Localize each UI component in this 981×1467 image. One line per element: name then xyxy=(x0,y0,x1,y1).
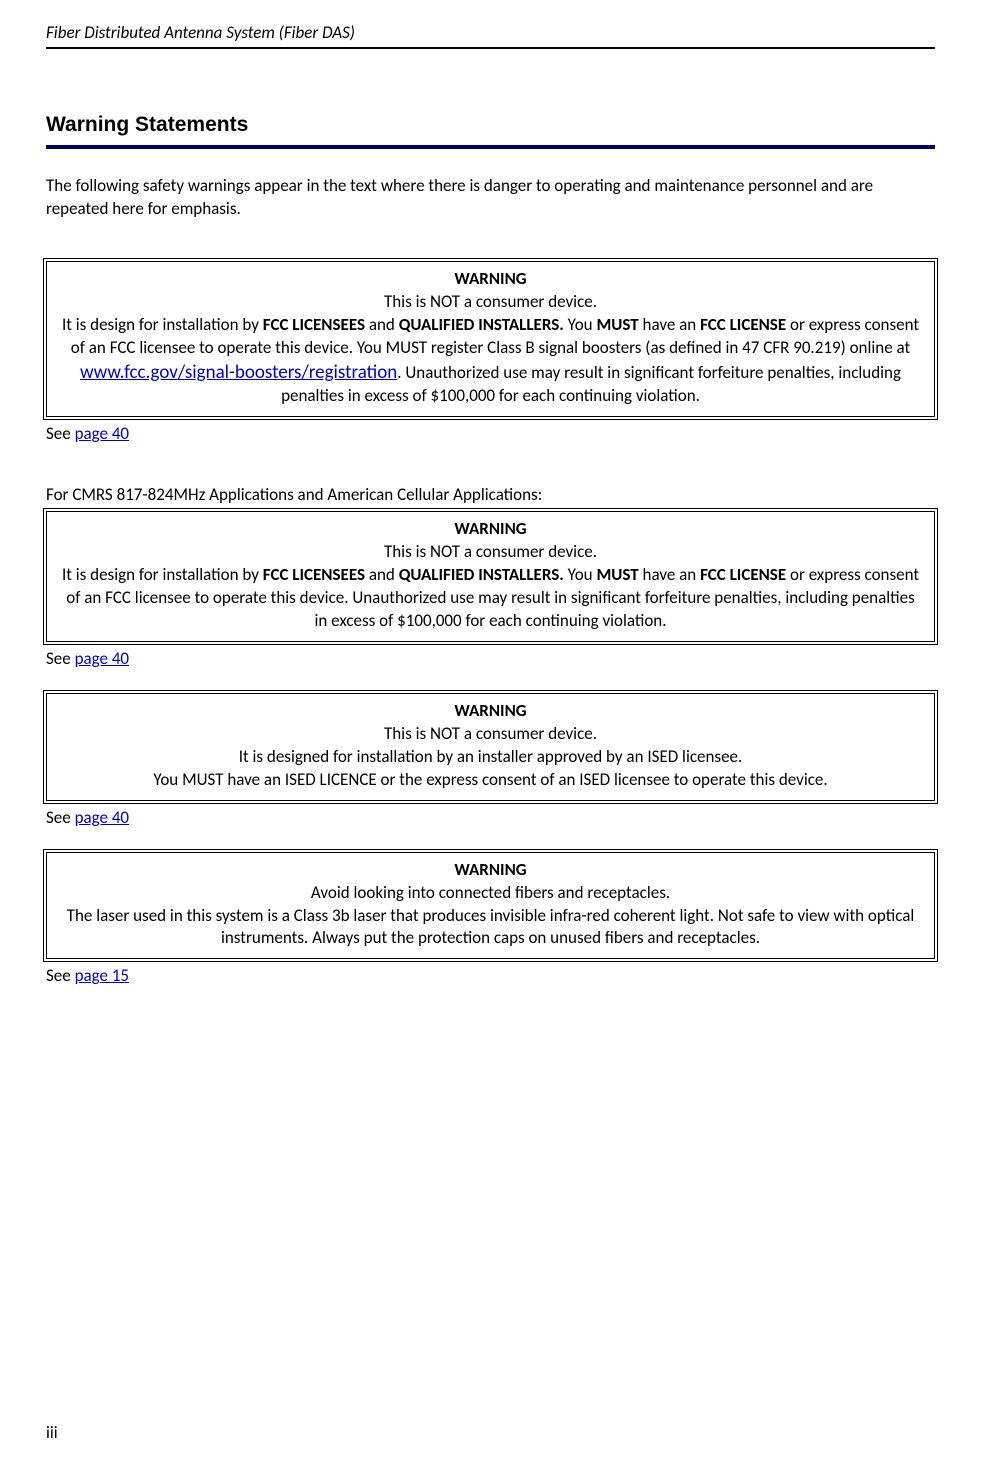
bold-text: FCC LICENSEES xyxy=(263,314,365,335)
bold-text: FCC LICENSE xyxy=(700,564,786,585)
page-number: iii xyxy=(46,1422,58,1443)
warning-line: It is designed for installation by an in… xyxy=(61,746,920,769)
warning-body: It is design for installation by FCC LIC… xyxy=(61,564,920,633)
see-reference-3: See page 40 xyxy=(46,807,935,828)
bold-text: FCC LICENSE xyxy=(700,314,786,335)
see-prefix: See xyxy=(46,807,75,828)
page-link[interactable]: page 40 xyxy=(75,648,129,669)
warning-box-3: WARNING This is NOT a consumer device. I… xyxy=(46,693,935,801)
warning-box-2: WARNING This is NOT a consumer device. I… xyxy=(46,511,935,642)
text: It is design for installation by xyxy=(62,564,263,585)
text: You xyxy=(564,314,597,335)
bold-text: QUALIFIED INSTALLERS. xyxy=(399,314,564,335)
see-prefix: See xyxy=(46,423,75,444)
see-prefix: See xyxy=(46,965,75,986)
page-link[interactable]: page 40 xyxy=(75,807,129,828)
warning-box-4: WARNING Avoid looking into connected fib… xyxy=(46,852,935,960)
warning-line: This is NOT a consumer device. xyxy=(61,723,920,746)
bold-text: QUALIFIED INSTALLERS. xyxy=(399,564,564,585)
warning-line: The laser used in this system is a Class… xyxy=(61,905,920,951)
intro-paragraph: The following safety warnings appear in … xyxy=(46,175,935,221)
warning-box-1: WARNING This is NOT a consumer device. I… xyxy=(46,261,935,417)
bold-text: FCC LICENSEES xyxy=(263,564,365,585)
warning-line: Avoid looking into connected fibers and … xyxy=(61,882,920,905)
section-heading: Warning Statements xyxy=(46,113,935,149)
warning-title: WARNING xyxy=(61,518,920,541)
warning-line: This is NOT a consumer device. xyxy=(61,541,920,564)
text: and xyxy=(365,564,399,585)
warning-body: It is design for installation by FCC LIC… xyxy=(61,314,920,408)
see-prefix: See xyxy=(46,648,75,669)
text: It is design for installation by xyxy=(62,314,263,335)
subheading-cmrs: For CMRS 817-824MHz Applications and Ame… xyxy=(46,484,935,505)
see-reference-1: See page 40 xyxy=(46,423,935,444)
text: You xyxy=(564,564,597,585)
text: have an xyxy=(639,564,700,585)
running-header: Fiber Distributed Antenna System (Fiber … xyxy=(46,22,935,49)
see-reference-2: See page 40 xyxy=(46,648,935,669)
text: have an xyxy=(639,314,700,335)
warning-title: WARNING xyxy=(61,700,920,723)
text: and xyxy=(365,314,399,335)
warning-line: This is NOT a consumer device. xyxy=(61,291,920,314)
warning-line: You MUST have an ISED LICENCE or the exp… xyxy=(61,769,920,792)
warning-title: WARNING xyxy=(61,859,920,882)
see-reference-4: See page 15 xyxy=(46,965,935,986)
registration-link[interactable]: www.fcc.gov/signal-boosters/registration xyxy=(80,361,397,384)
page-link[interactable]: page 40 xyxy=(75,423,129,444)
page: Fiber Distributed Antenna System (Fiber … xyxy=(0,0,981,1467)
bold-text: MUST xyxy=(596,564,638,585)
bold-text: MUST xyxy=(596,314,638,335)
page-link[interactable]: page 15 xyxy=(75,965,129,986)
warning-title: WARNING xyxy=(61,268,920,291)
